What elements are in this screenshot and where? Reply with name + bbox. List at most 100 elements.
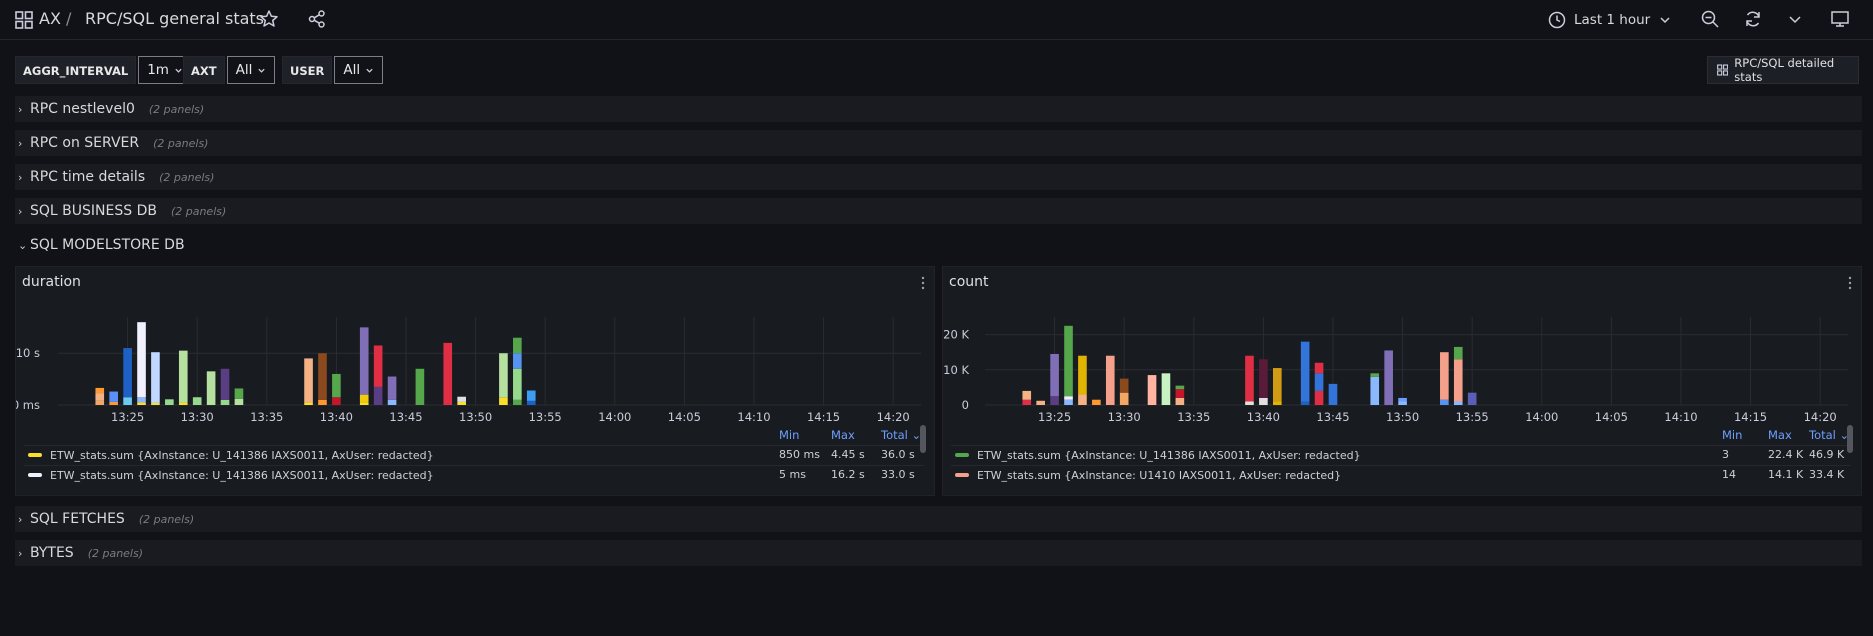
bar-segment <box>332 397 341 405</box>
bar-segment <box>373 386 383 405</box>
panel-menu-icon[interactable] <box>920 275 926 291</box>
apps-grid-icon[interactable] <box>15 11 33 29</box>
duration-chart[interactable]: 0 ms 10 s 13:25 13:30 13:35 13:40 13:45 13:50 13… <box>16 267 936 427</box>
row-rpc-nestlevel0[interactable]: › RPC nestlevel0 (2 panels) <box>15 96 1862 122</box>
row-title: SQL FETCHES <box>30 511 125 527</box>
legend-header-total[interactable]: Total ⌄ <box>1809 428 1850 442</box>
chevron-right-icon: › <box>18 170 23 184</box>
row-title: RPC nestlevel0 <box>30 101 135 117</box>
refresh-icon[interactable] <box>1743 9 1763 29</box>
legend-swatch <box>28 453 42 457</box>
y-tick-label: 0 ms <box>16 398 40 412</box>
x-tick-label: 14:00 <box>1525 410 1558 424</box>
legend-item[interactable]: ETW_stats.sum {AxInstance: U1410 IAXS001… <box>955 465 1341 485</box>
count-chart[interactable]: 0 10 K 20 K 13:25 13:30 13:35 13:40 13:45 13:50 1… <box>943 267 1863 427</box>
bar-segment <box>318 399 327 405</box>
bar-segment <box>1064 399 1073 405</box>
share-icon[interactable] <box>307 9 327 29</box>
legend-header-min[interactable]: Min <box>779 428 800 442</box>
variable-label: AXT <box>183 56 225 84</box>
bar-segment <box>123 348 132 398</box>
legend-header-min[interactable]: Min <box>1722 428 1743 442</box>
bar-segment <box>1245 355 1254 402</box>
bar-segment <box>1300 401 1310 405</box>
dashboard-grid-icon <box>1717 64 1729 76</box>
bar-segment <box>1119 378 1129 393</box>
bar-segment <box>178 402 188 405</box>
bar-segment <box>513 337 522 354</box>
row-title: RPC on SERVER <box>30 135 140 151</box>
zoom-out-icon[interactable] <box>1700 9 1720 29</box>
bar-segment <box>151 402 160 405</box>
legend-scrollbar[interactable] <box>920 425 926 453</box>
bar-segment <box>1175 389 1185 398</box>
legend-header-max[interactable]: Max <box>1768 428 1792 442</box>
bar-segment <box>304 358 313 403</box>
legend-max-value: 22.4 K <box>1768 448 1804 461</box>
bar-segment <box>1078 355 1087 395</box>
chevron-down-icon <box>1660 17 1670 24</box>
bar-segment <box>234 388 244 399</box>
bar-segment <box>1467 392 1477 405</box>
bar-segment <box>151 352 160 403</box>
x-tick-label: 13:40 <box>320 410 353 424</box>
legend-item[interactable]: ETW_stats.sum {AxInstance: U_141386 IAXS… <box>955 445 1361 465</box>
row-title: RPC time details <box>30 169 146 185</box>
bar-segment <box>332 373 341 398</box>
bar-segment <box>109 401 118 405</box>
bar-segment <box>499 353 508 398</box>
row-bytes[interactable]: › BYTES (2 panels) <box>15 540 1862 566</box>
variable-axt: AXT All <box>183 56 276 84</box>
bar-segment <box>1050 396 1059 405</box>
tv-mode-icon[interactable] <box>1830 9 1850 29</box>
breadcrumb-root[interactable]: AX <box>39 9 61 28</box>
bar-segment <box>359 327 369 395</box>
bar-segment <box>1175 385 1185 390</box>
star-icon[interactable] <box>259 9 279 29</box>
chevron-right-icon: › <box>18 512 23 526</box>
user-select[interactable]: All <box>334 56 384 84</box>
bar-segment <box>526 400 536 405</box>
bar-segment <box>1272 401 1282 405</box>
bar-segment <box>1453 401 1463 405</box>
x-tick-label: 13:25 <box>1038 410 1071 424</box>
aggr-interval-select[interactable]: 1m <box>138 56 192 84</box>
bar-segment <box>1245 401 1254 405</box>
axt-select[interactable]: All <box>226 56 276 84</box>
legend-header-total[interactable]: Total ⌄ <box>881 428 922 442</box>
x-tick-label: 13:50 <box>1386 410 1419 424</box>
bar-segment <box>1175 397 1185 405</box>
row-sql-modelstore-db[interactable]: ⌄ SQL MODELSTORE DB <box>15 232 1862 258</box>
row-rpc-time-details[interactable]: › RPC time details (2 panels) <box>15 164 1862 190</box>
legend-item[interactable]: ETW_stats.sum {AxInstance: U_141386 IAXS… <box>28 465 434 485</box>
legend-item[interactable]: ETW_stats.sum {AxInstance: U_141386 IAXS… <box>28 445 434 465</box>
chevron-right-icon: › <box>18 102 23 116</box>
bar-segment <box>1147 375 1157 405</box>
legend-min-value: 5 ms <box>779 468 806 481</box>
row-rpc-on-server[interactable]: › RPC on SERVER (2 panels) <box>15 130 1862 156</box>
bar-segment <box>220 399 230 405</box>
legend-max-value: 14.1 K <box>1768 468 1804 481</box>
row-sql-business-db[interactable]: › SQL BUSINESS DB (2 panels) <box>15 198 1862 224</box>
time-range-picker[interactable]: Last 1 hour <box>1548 8 1672 32</box>
bar-segment <box>1161 373 1171 405</box>
detailed-stats-label: RPC/SQL detailed stats <box>1734 56 1835 84</box>
row-panel-count: (2 panels) <box>148 102 205 116</box>
panel-menu-icon[interactable] <box>1847 275 1853 291</box>
legend-header-max[interactable]: Max <box>831 428 855 442</box>
bar-segment <box>137 322 146 398</box>
row-sql-fetches[interactable]: › SQL FETCHES (2 panels) <box>15 506 1862 532</box>
bar-segment <box>1453 359 1463 402</box>
bar-segment <box>1119 392 1129 405</box>
refresh-interval-chevron-icon[interactable] <box>1787 11 1803 27</box>
bar-segment <box>513 368 522 400</box>
detailed-stats-link-button[interactable]: RPC/SQL detailed stats <box>1707 56 1859 84</box>
x-tick-label: 13:30 <box>1108 410 1141 424</box>
bar-segment <box>1036 400 1045 405</box>
x-tick-label: 14:00 <box>598 410 631 424</box>
legend-total-value: 36.0 s <box>881 448 915 461</box>
legend-divider <box>24 465 924 466</box>
legend-scrollbar[interactable] <box>1847 425 1853 453</box>
bar-segment <box>109 391 118 402</box>
row-panel-count: (2 panels) <box>170 204 227 218</box>
